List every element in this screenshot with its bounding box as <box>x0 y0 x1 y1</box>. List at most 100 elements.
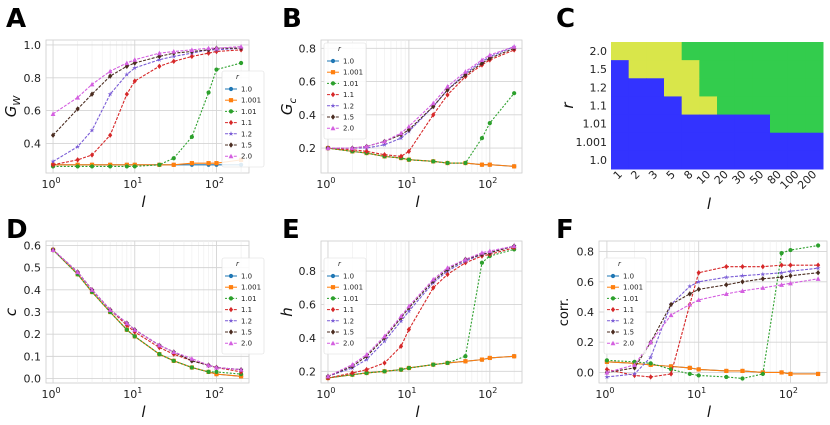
legend-label: 1.2 <box>241 130 252 138</box>
data-point <box>189 365 194 370</box>
data-point <box>132 327 138 332</box>
series-2-0 <box>50 44 244 116</box>
legend-label: 1.0 <box>241 273 252 281</box>
data-point <box>108 164 113 169</box>
heatmap-cell <box>717 150 736 170</box>
heatmap-cell <box>805 42 824 61</box>
x-tick-base: 10 <box>205 388 219 401</box>
y-tick-label: 1.001 <box>576 136 608 149</box>
heatmap-cell <box>646 78 665 97</box>
heatmap-cell <box>752 96 771 116</box>
legend-label: 1.5 <box>343 114 354 122</box>
data-point <box>779 262 784 268</box>
data-point <box>382 369 387 374</box>
data-point <box>431 159 436 164</box>
data-point <box>189 53 194 60</box>
data-point <box>382 360 387 366</box>
y-axis-label-main: G <box>2 106 20 118</box>
legend-title: r <box>236 73 240 81</box>
legend-marker <box>228 109 234 114</box>
panel-letter-C: C <box>556 4 575 34</box>
data-point <box>687 301 693 307</box>
data-point <box>171 156 176 161</box>
x-tick-base: 10 <box>41 388 55 401</box>
y-tick-label: 0.2 <box>299 142 317 155</box>
data-point <box>382 142 388 147</box>
data-point <box>364 356 370 362</box>
panel-letter-A: A <box>6 4 26 34</box>
x-tick-exponent: 0 <box>609 386 614 395</box>
data-point <box>723 291 729 296</box>
data-point <box>406 157 411 162</box>
heatmap-cell <box>752 78 771 97</box>
legend-label: 1.01 <box>343 295 359 303</box>
heatmap-cell <box>611 132 630 152</box>
legend-marker <box>228 98 234 103</box>
series-2-0 <box>325 44 517 151</box>
heatmap-cell <box>611 60 630 79</box>
series-line <box>606 278 819 373</box>
heatmap-cell <box>611 78 630 97</box>
y-axis-label-subscript: W <box>12 95 23 106</box>
data-point <box>75 157 80 163</box>
legend-marker <box>610 318 616 323</box>
data-point <box>75 94 81 100</box>
x-tick-exponent: 0 <box>55 176 60 185</box>
heatmap-cell <box>770 114 789 134</box>
data-point <box>696 279 702 284</box>
heatmap-cell <box>699 132 718 152</box>
data-point <box>445 271 450 278</box>
heatmap-cell <box>734 78 753 97</box>
x-tick-label: 30 <box>730 168 749 187</box>
data-point <box>816 270 821 276</box>
data-point <box>75 269 81 275</box>
data-point <box>364 148 369 155</box>
series-line <box>327 248 515 379</box>
x-tick-base: 10 <box>478 178 492 191</box>
series-line <box>606 264 819 378</box>
legend-label: 1.2 <box>241 317 252 325</box>
data-point <box>788 262 793 268</box>
x-tick-label: 5 <box>664 168 678 182</box>
legend-marker <box>228 86 234 92</box>
data-point <box>157 63 162 69</box>
legend-label: 2.0 <box>241 340 252 348</box>
data-point <box>382 138 387 144</box>
heatmap-cell <box>699 78 718 97</box>
x-tick-label: 100 <box>41 386 60 401</box>
heatmap-cell <box>787 42 806 61</box>
y-tick-label: 0.2 <box>577 336 595 349</box>
legend-label: 1.5 <box>623 329 634 337</box>
x-tick-base: 10 <box>397 178 411 191</box>
data-point <box>107 91 113 97</box>
x-tick-label: 8 <box>681 168 695 182</box>
series-1-5 <box>604 270 821 376</box>
y-tick-label: 0.3 <box>24 306 42 319</box>
heatmap-cell <box>611 42 630 61</box>
heatmap-cell <box>646 42 665 61</box>
legend-marker <box>228 318 234 323</box>
x-tick-label: 102 <box>205 176 224 191</box>
data-point <box>189 47 195 52</box>
x-tick-exponent: 0 <box>55 386 60 395</box>
data-point <box>75 106 80 112</box>
data-point <box>382 152 387 158</box>
heatmap-cell <box>787 150 806 170</box>
data-point <box>779 250 784 256</box>
series-1-1 <box>604 262 821 380</box>
data-point <box>512 164 517 169</box>
data-point <box>445 92 450 98</box>
data-point <box>398 135 404 141</box>
legend-label: 1.01 <box>623 295 639 303</box>
data-point <box>740 263 745 270</box>
legend-label: 1.001 <box>343 69 363 77</box>
y-tick-label: 0.4 <box>299 109 317 122</box>
data-point <box>206 362 211 368</box>
data-point <box>214 372 219 377</box>
data-point <box>364 370 369 376</box>
data-point <box>238 374 244 379</box>
data-point <box>171 349 177 355</box>
heatmap-cell <box>646 96 665 116</box>
y-axis-label-subscript: c <box>288 97 299 103</box>
data-point <box>779 282 784 287</box>
